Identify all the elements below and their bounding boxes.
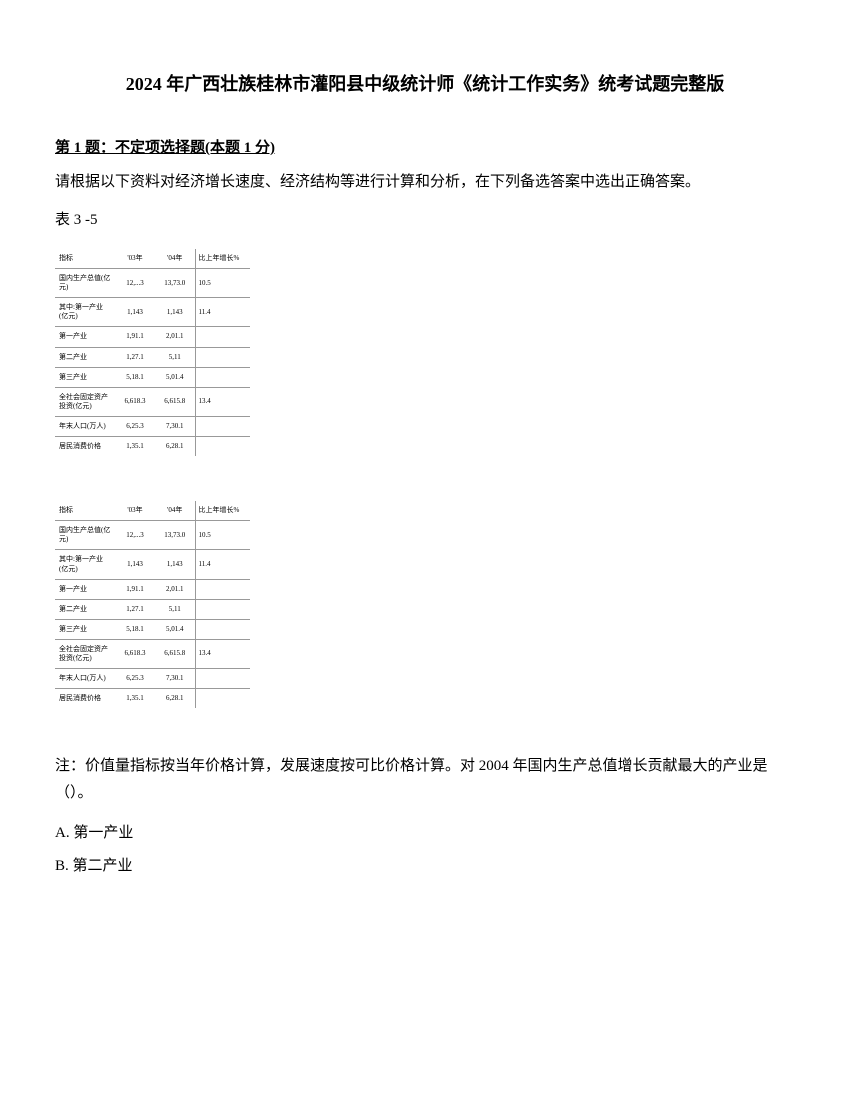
table-cell: 第二产业 <box>55 347 115 367</box>
option-a: A. 第一产业 <box>55 819 795 848</box>
table-cell: 6,25.3 <box>115 416 155 436</box>
table-cell: 11.4 <box>195 298 250 327</box>
table-cell <box>195 689 250 709</box>
question-header: 第 1 题： 不定项选择题(本题 1 分) <box>55 136 795 157</box>
table-cell: 6,615.8 <box>155 639 195 668</box>
table-cell: 1,91.1 <box>115 327 155 347</box>
table-cell: 其中:第一产业(亿元) <box>55 298 115 327</box>
table-cell: 13,73.0 <box>155 269 195 298</box>
note-text: 注：价值量指标按当年价格计算，发展速度按可比价格计算。对 2004 年国内生产总… <box>55 753 795 807</box>
table-cell: 全社会固定资产投资(亿元) <box>55 639 115 668</box>
table-cell: 1,143 <box>115 550 155 579</box>
table-cell: 11.4 <box>195 550 250 579</box>
table-cell: 全社会固定资产投资(亿元) <box>55 387 115 416</box>
table-header: '03年 <box>115 501 155 521</box>
table-cell: 第一产业 <box>55 327 115 347</box>
table-cell: 6,615.8 <box>155 387 195 416</box>
table-header: 指标 <box>55 249 115 269</box>
table-cell: 5,01.4 <box>155 619 195 639</box>
table-cell: 5,11 <box>155 599 195 619</box>
table-cell: 6,618.3 <box>115 387 155 416</box>
table-cell: 2,01.1 <box>155 327 195 347</box>
table-cell <box>195 599 250 619</box>
table-cell: 6,28.1 <box>155 689 195 709</box>
question-text: 请根据以下资料对经济增长速度、经济结构等进行计算和分析，在下列备选答案中选出正确… <box>55 169 795 196</box>
table-cell <box>195 367 250 387</box>
table-cell: 7,30.1 <box>155 669 195 689</box>
table-cell: 5,01.4 <box>155 367 195 387</box>
table-cell: 1,27.1 <box>115 347 155 367</box>
table-cell: 1,27.1 <box>115 599 155 619</box>
table-cell: 1,35.1 <box>115 437 155 457</box>
table-cell: 5,18.1 <box>115 367 155 387</box>
table-cell: 1,143 <box>155 550 195 579</box>
table-cell: 6,25.3 <box>115 669 155 689</box>
table-cell: 第三产业 <box>55 367 115 387</box>
table-cell: 其中:第一产业(亿元) <box>55 550 115 579</box>
table-cell: 1,143 <box>115 298 155 327</box>
question-type: 不定项选择题(本题 1 分) <box>115 136 275 157</box>
table-cell: 1,143 <box>155 298 195 327</box>
table-cell: 第三产业 <box>55 619 115 639</box>
table-cell: 5,18.1 <box>115 619 155 639</box>
data-table-2: 指标 '03年 '04年 比上年增长% 国内生产总值(亿元) 12,...3 1… <box>55 501 250 708</box>
table-cell: 年末人口(万人) <box>55 669 115 689</box>
table-cell: 1,35.1 <box>115 689 155 709</box>
table-cell: 1,91.1 <box>115 579 155 599</box>
table-cell: 13.4 <box>195 387 250 416</box>
table-label: 表 3 -5 <box>55 208 795 229</box>
table-cell: 5,11 <box>155 347 195 367</box>
table-cell: 6,28.1 <box>155 437 195 457</box>
data-table-1: 指标 '03年 '04年 比上年增长% 国内生产总值(亿元) 12,...3 1… <box>55 249 250 456</box>
table-cell <box>195 579 250 599</box>
table-cell: 10.5 <box>195 269 250 298</box>
table-cell: 7,30.1 <box>155 416 195 436</box>
table-cell <box>195 416 250 436</box>
table-cell: 年末人口(万人) <box>55 416 115 436</box>
table-cell: 13,73.0 <box>155 521 195 550</box>
table-cell: 13.4 <box>195 639 250 668</box>
table-cell: 第二产业 <box>55 599 115 619</box>
table-header: 比上年增长% <box>195 249 250 269</box>
table-cell: 国内生产总值(亿元) <box>55 269 115 298</box>
document-title: 2024 年广西壮族桂林市灌阳县中级统计师《统计工作实务》统考试题完整版 <box>55 70 795 96</box>
table-header: '04年 <box>155 501 195 521</box>
table-cell: 居民消费价格 <box>55 437 115 457</box>
table-header: '03年 <box>115 249 155 269</box>
table-cell: 国内生产总值(亿元) <box>55 521 115 550</box>
option-b: B. 第二产业 <box>55 852 795 881</box>
question-number: 第 1 题： <box>55 136 115 157</box>
table-cell <box>195 437 250 457</box>
table-header: 比上年增长% <box>195 501 250 521</box>
table-cell: 2,01.1 <box>155 579 195 599</box>
table-cell <box>195 669 250 689</box>
table-cell <box>195 347 250 367</box>
table-header: '04年 <box>155 249 195 269</box>
table-cell <box>195 619 250 639</box>
table-header: 指标 <box>55 501 115 521</box>
table-cell: 第一产业 <box>55 579 115 599</box>
table-cell: 10.5 <box>195 521 250 550</box>
table-cell: 居民消费价格 <box>55 689 115 709</box>
table-cell: 6,618.3 <box>115 639 155 668</box>
table-cell <box>195 327 250 347</box>
table-cell: 12,...3 <box>115 521 155 550</box>
table-cell: 12,...3 <box>115 269 155 298</box>
